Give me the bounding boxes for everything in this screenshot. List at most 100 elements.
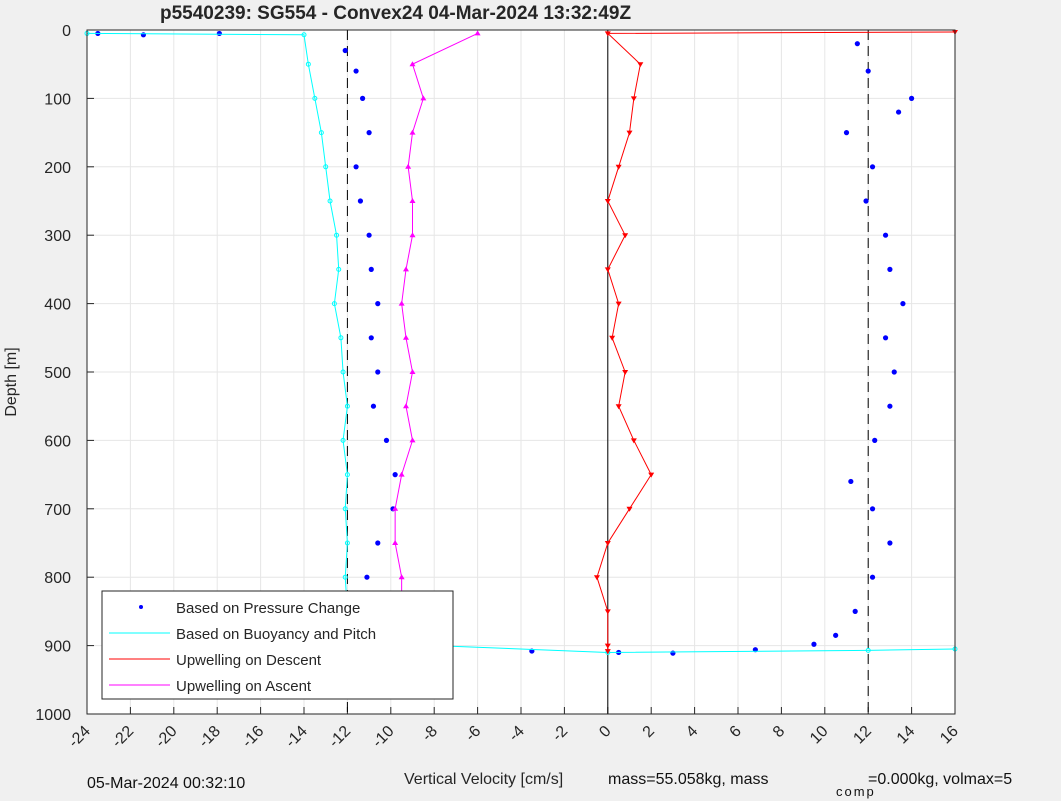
- x-tick-labels: -24 -22 -20 -18 -16 -14 -12 -10 -8 -6 -4 -2 0 2 4 6 8 10 1…: [65, 723, 961, 751]
- series-point: [398, 574, 405, 580]
- x-tick-label: -12: [326, 723, 354, 751]
- x-tick-label: -22: [109, 723, 137, 751]
- x-tick-label: 16: [937, 723, 962, 748]
- pressure-point: [366, 130, 372, 136]
- series-point: [609, 335, 616, 341]
- legend-label-descent: Upwelling on Descent: [176, 652, 322, 669]
- x-tick-label: -10: [369, 723, 397, 751]
- y-tick-label: 600: [44, 433, 71, 450]
- vol-annotation: =0.000kg, volmax=5: [868, 771, 1013, 788]
- series-point: [648, 472, 655, 478]
- pressure-point: [368, 266, 374, 272]
- series-point: [626, 506, 633, 512]
- series-point: [301, 32, 307, 38]
- series-point: [630, 96, 637, 102]
- series-3: [593, 30, 958, 655]
- x-tick-label: 8: [770, 723, 788, 741]
- pressure-point: [887, 403, 893, 409]
- x-tick-label: 0: [596, 723, 614, 741]
- series-point: [342, 506, 348, 512]
- series-point: [622, 370, 629, 375]
- series-point: [622, 233, 629, 239]
- pressure-point: [869, 574, 876, 580]
- series-point: [865, 647, 871, 653]
- series-point: [474, 30, 481, 36]
- series-point: [420, 95, 427, 101]
- series-point: [342, 574, 348, 580]
- series-point: [604, 199, 611, 204]
- series-point: [340, 437, 346, 443]
- series-point: [626, 130, 633, 136]
- x-tick-label: 2: [640, 723, 658, 741]
- pressure-point: [895, 109, 902, 115]
- series-point: [630, 438, 637, 444]
- series-point: [615, 164, 622, 170]
- series-point: [392, 505, 399, 511]
- pressure-point: [375, 540, 381, 546]
- y-tick-labels: 0 100 200 300 400 500 600 700 800 900 1000: [35, 23, 71, 724]
- series-point: [604, 649, 611, 655]
- pressure-point: [854, 41, 860, 47]
- y-tick-label: 500: [44, 365, 71, 382]
- pressure-point: [833, 632, 839, 638]
- series-point: [615, 301, 622, 307]
- mass-text: mass=55.058kg, mass: [608, 771, 769, 788]
- y-tick-label: 300: [44, 228, 71, 245]
- x-tick-label: -18: [196, 723, 224, 751]
- mass-comp-subscript: comp: [836, 784, 876, 799]
- pressure-point: [882, 335, 889, 341]
- series-point: [336, 266, 342, 272]
- series-point: [312, 95, 318, 101]
- series-point: [327, 198, 333, 204]
- y-tick-label: 200: [44, 160, 71, 177]
- y-tick-label: 400: [44, 297, 71, 314]
- pressure-point: [869, 506, 876, 512]
- x-tick-label: 4: [683, 723, 701, 741]
- timestamp: 05-Mar-2024 00:32:10: [87, 775, 246, 792]
- series-point: [344, 540, 350, 546]
- pressure-point: [359, 95, 366, 101]
- legend-marker-pressure: [139, 605, 143, 609]
- series-point: [409, 369, 416, 374]
- pressure-point: [368, 335, 374, 341]
- series-point: [344, 403, 350, 409]
- pressure-point: [811, 641, 817, 647]
- y-tick-label: 900: [44, 639, 71, 656]
- series-point: [398, 300, 405, 306]
- series-point: [402, 266, 409, 272]
- series-point: [402, 403, 409, 409]
- x-tick-label: 12: [850, 723, 875, 748]
- series-point: [615, 404, 622, 410]
- x-tick-label: -2: [549, 723, 571, 745]
- legend-label-ascent: Upwelling on Ascent: [176, 678, 312, 695]
- series-point: [604, 643, 611, 649]
- x-tick-label: -8: [419, 723, 441, 745]
- x-tick-label: 14: [894, 723, 919, 748]
- pressure-point: [863, 198, 869, 204]
- series-point: [409, 198, 416, 203]
- legend: Based on Pressure Change Based on Buoyan…: [101, 590, 454, 700]
- legend-label-pressure: Based on Pressure Change: [176, 600, 360, 617]
- x-tick-label: -6: [462, 723, 484, 745]
- series-point: [340, 369, 346, 375]
- pressure-point: [370, 403, 377, 409]
- series-point: [318, 130, 324, 136]
- pressure-point: [366, 232, 372, 238]
- x-tick-label: -16: [239, 723, 267, 751]
- series-point: [305, 61, 311, 67]
- pressure-point: [887, 540, 893, 546]
- series-point: [331, 301, 337, 307]
- pressure-point: [869, 164, 876, 170]
- legend-box: [101, 590, 454, 700]
- pressure-point: [353, 164, 359, 170]
- y-tick-label: 1000: [35, 707, 71, 724]
- pressure-point: [848, 478, 854, 485]
- series-point: [604, 267, 611, 273]
- series-point: [409, 232, 416, 238]
- pressure-point: [383, 437, 390, 443]
- legend-label-buoyancy: Based on Buoyancy and Pitch: [176, 626, 376, 643]
- pressure-point: [891, 369, 897, 375]
- pressure-point: [364, 574, 370, 580]
- pressure-point: [872, 437, 878, 443]
